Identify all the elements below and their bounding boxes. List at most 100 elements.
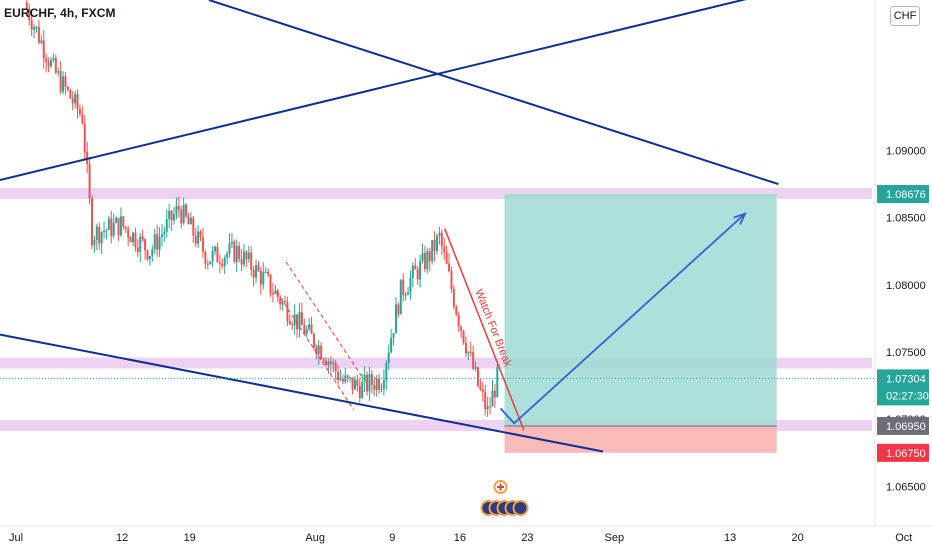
candle-body — [402, 279, 405, 296]
candle-body — [469, 351, 472, 353]
support-trendline — [0, 333, 604, 453]
candle-body — [351, 377, 354, 390]
candle-body — [185, 204, 188, 217]
current-price-value: 1.07304 — [886, 373, 926, 385]
candle-body — [426, 251, 429, 270]
candle-body — [322, 359, 325, 361]
candle-body — [298, 312, 301, 330]
candle-body — [54, 58, 57, 73]
candle-body — [37, 26, 40, 43]
candle-body — [187, 216, 190, 225]
candle-body — [197, 231, 200, 244]
sr-zone-1 — [0, 357, 872, 369]
eu-flag-icon — [512, 500, 529, 516]
candle-body — [252, 270, 255, 278]
candle-body — [397, 304, 400, 315]
candle-body — [209, 261, 212, 265]
candle-body — [423, 253, 426, 270]
candle-body — [141, 236, 144, 240]
candle-body — [71, 98, 74, 104]
channel-upper — [285, 261, 364, 380]
candle-body — [409, 277, 412, 293]
x-tick-label: 9 — [389, 532, 395, 544]
candle-body — [462, 330, 465, 344]
candle-body — [107, 218, 110, 230]
candle-body — [291, 324, 294, 326]
x-tick-label: Sep — [605, 532, 625, 544]
channel-lower — [276, 291, 355, 411]
candle-body — [49, 60, 52, 67]
candle-body — [40, 40, 43, 43]
candle-body — [358, 385, 361, 398]
candle-body — [175, 205, 178, 215]
candle-body — [257, 265, 260, 271]
candle-body — [375, 378, 378, 390]
candle-body — [238, 245, 241, 260]
candle-body — [464, 343, 467, 354]
candle-body — [173, 214, 176, 221]
symbol-title[interactable]: EURCHF, 4h, FXCM — [4, 6, 116, 20]
candle-body — [83, 123, 86, 152]
candle-body — [341, 378, 344, 382]
candle-body — [103, 230, 106, 233]
candle-body — [81, 114, 84, 124]
candle-body — [452, 288, 455, 307]
candle-body — [493, 390, 496, 398]
candle-body — [88, 164, 91, 199]
candle-body — [486, 406, 489, 410]
x-tick-label: Aug — [305, 532, 325, 544]
candle-body — [286, 302, 289, 322]
candle-body — [472, 352, 475, 369]
candle-body — [431, 240, 434, 262]
candle-body — [230, 241, 233, 244]
candle-body — [110, 218, 113, 236]
candle-body — [484, 392, 487, 410]
candle-body — [392, 333, 395, 338]
candle-body — [353, 379, 356, 390]
candle-body — [182, 204, 185, 224]
x-tick-label: Jul — [9, 532, 23, 544]
candle-body — [300, 312, 303, 326]
candle-body — [438, 232, 441, 236]
candle-body — [30, 20, 33, 30]
candle-body — [242, 251, 245, 265]
arrow-head — [733, 212, 747, 225]
x-tick-label: 23 — [521, 532, 533, 544]
x-tick-label: 12 — [116, 532, 128, 544]
candle-body — [35, 26, 38, 28]
candle-body — [346, 375, 349, 378]
candle-body — [262, 272, 265, 285]
candle-body — [189, 217, 192, 225]
candle-body — [134, 232, 137, 248]
candle-body — [380, 388, 383, 390]
y-tick-label: 1.06500 — [886, 481, 926, 493]
candle-body — [385, 363, 388, 381]
candle-body — [211, 251, 214, 262]
candle-body — [308, 324, 311, 330]
candle-body — [390, 337, 393, 353]
candle-body — [334, 362, 337, 372]
currency-badge[interactable]: CHF — [890, 6, 920, 26]
candle-body — [146, 250, 149, 260]
candle-body — [489, 406, 492, 408]
candle-body — [168, 210, 171, 220]
candle-body — [267, 272, 270, 275]
candle-body — [122, 216, 125, 227]
candle-body — [74, 94, 77, 104]
candle-body — [129, 237, 132, 243]
entry-price-tag-text: 1.06950 — [886, 421, 926, 433]
candle-body — [440, 232, 443, 247]
candle-body — [62, 76, 65, 92]
candle-body — [414, 265, 417, 270]
candle-body — [433, 240, 436, 252]
projection-arrow — [499, 212, 746, 425]
candle-body — [421, 253, 424, 262]
candle-body — [247, 252, 250, 260]
target-price-tag-text: 1.08676 — [886, 189, 926, 201]
y-tick-label: 1.09000 — [886, 145, 926, 157]
candle-body — [271, 293, 274, 295]
candle-body — [481, 389, 484, 393]
candle-body — [264, 272, 267, 274]
